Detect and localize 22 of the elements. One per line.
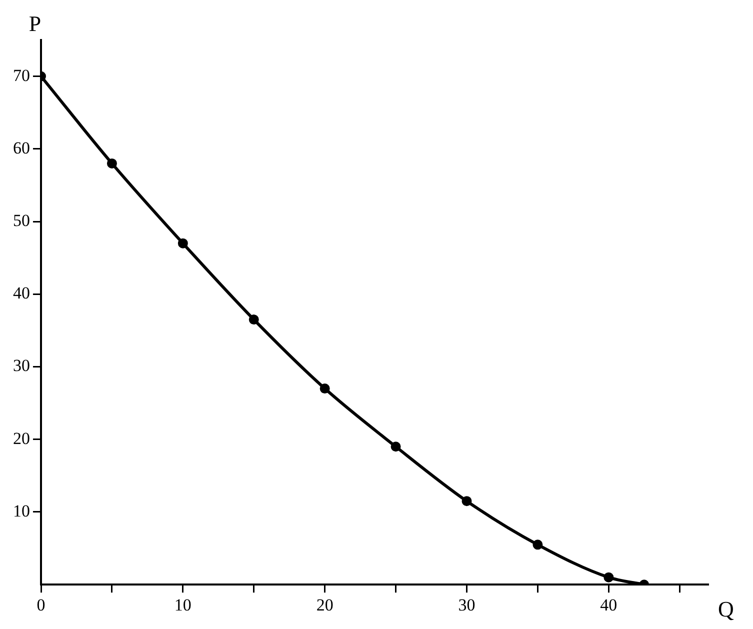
point xyxy=(320,384,330,394)
point xyxy=(248,314,259,325)
x-axis-title: Q xyxy=(718,596,734,622)
point xyxy=(390,442,401,452)
x-tick-label: 10 xyxy=(174,595,192,614)
x-tick-label: 20 xyxy=(316,595,334,614)
point xyxy=(178,238,188,248)
x-tick-label: 30 xyxy=(458,595,476,614)
y-tick-label: 50 xyxy=(13,211,30,230)
point xyxy=(106,158,117,168)
y-tick-label: 60 xyxy=(13,138,30,158)
y-tick-label: 70 xyxy=(13,66,30,85)
y-tick-label: 40 xyxy=(13,284,30,303)
point xyxy=(604,572,614,582)
point xyxy=(532,540,543,550)
x-tick-label: 40 xyxy=(600,595,618,614)
y-tick-label: 10 xyxy=(13,501,30,520)
point xyxy=(462,496,472,506)
y-tick-label: 20 xyxy=(13,428,30,448)
y-tick-label: 30 xyxy=(13,356,30,376)
x-tick-label: 0 xyxy=(36,595,46,614)
y-axis-title: P xyxy=(28,10,42,36)
